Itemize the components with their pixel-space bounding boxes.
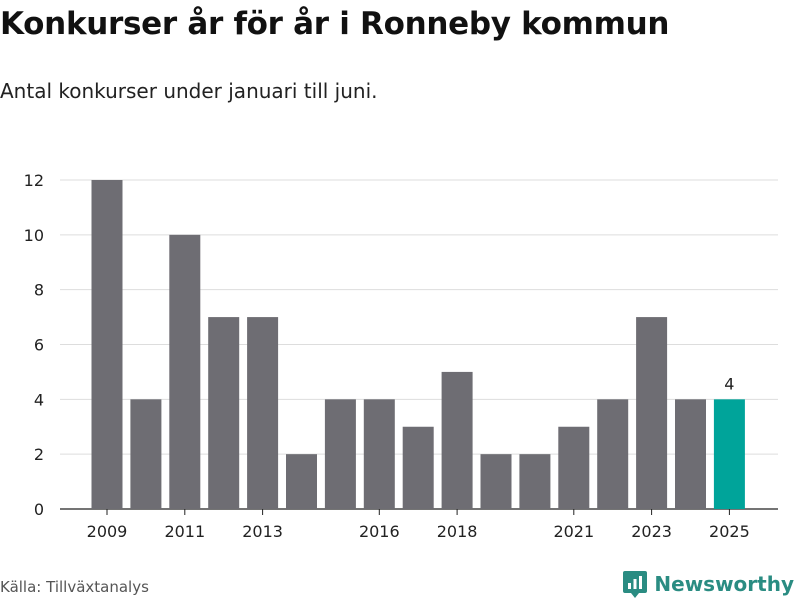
data-label-2025: 4 bbox=[724, 374, 734, 393]
chart-subtitle: Antal konkurser under januari till juni. bbox=[0, 79, 378, 103]
source-note: Källa: Tillväxtanalys bbox=[0, 578, 149, 596]
newsworthy-logo-icon bbox=[623, 571, 648, 598]
bar-2016 bbox=[363, 399, 395, 509]
bars bbox=[91, 180, 745, 509]
x-tick-label: 2009 bbox=[87, 522, 128, 541]
bar-2020 bbox=[519, 454, 551, 509]
bar-2022 bbox=[597, 399, 629, 509]
y-tick-label: 2 bbox=[34, 445, 44, 464]
bar-2017 bbox=[402, 426, 434, 509]
y-tick-label: 12 bbox=[24, 171, 44, 190]
brand-name: Newsworthy bbox=[654, 572, 794, 596]
chart-title: Konkurser år för år i Ronneby kommun bbox=[0, 6, 670, 42]
bar-2012 bbox=[208, 317, 240, 509]
x-tick-label: 2016 bbox=[359, 522, 400, 541]
x-tick-label: 2011 bbox=[164, 522, 205, 541]
bar-2024 bbox=[675, 399, 706, 509]
x-tick-label: 2013 bbox=[242, 522, 283, 541]
brand-logo: Newsworthy bbox=[622, 569, 794, 599]
y-tick-label: 6 bbox=[34, 336, 44, 355]
bar-2014 bbox=[286, 454, 317, 509]
x-tick-label: 2021 bbox=[553, 522, 594, 541]
bar-2025 bbox=[713, 399, 745, 509]
y-tick-label: 4 bbox=[34, 390, 44, 409]
bar-2021 bbox=[558, 426, 590, 509]
bar-2013 bbox=[247, 317, 279, 509]
y-tick-label: 10 bbox=[24, 226, 44, 245]
y-tick-label: 0 bbox=[34, 500, 44, 519]
bar-2015 bbox=[324, 399, 356, 509]
bar-2009 bbox=[91, 180, 123, 509]
x-tick-label: 2023 bbox=[631, 522, 672, 541]
bar-2019 bbox=[480, 454, 512, 509]
bar-chart: 0 2 4 6 8 10 12 4 2009 2011 2013 2016 2018 2021 2023 20… bbox=[24, 171, 778, 541]
bar-2023 bbox=[636, 317, 668, 509]
x-tick-label: 2025 bbox=[709, 522, 750, 541]
bar-2010 bbox=[130, 399, 162, 509]
y-tick-label: 8 bbox=[34, 281, 44, 300]
bar-2018 bbox=[441, 371, 473, 509]
x-tick-label: 2018 bbox=[437, 522, 478, 541]
bar-2011 bbox=[169, 234, 201, 509]
axis-labels: 0 2 4 6 8 10 12 4 2009 2011 2013 2016 2018 2021 2023 20… bbox=[24, 171, 750, 541]
